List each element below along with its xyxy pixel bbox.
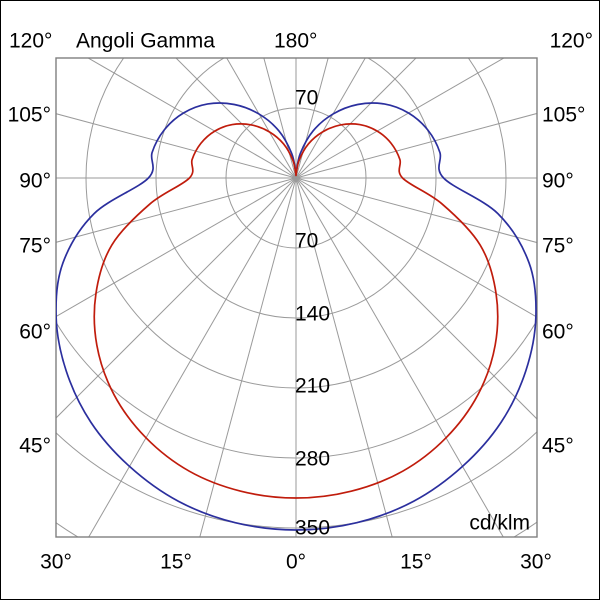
axis-label-right-45: 45° — [542, 434, 574, 458]
radial-label-140: 140 — [295, 302, 331, 326]
axis-label-left-75: 75° — [19, 234, 51, 258]
axis-label-left-60: 60° — [19, 320, 51, 344]
axis-label-bottom-15-right: 15° — [400, 550, 432, 574]
axis-label-right-105: 105° — [542, 103, 586, 127]
axis-label-right-60: 60° — [542, 320, 574, 344]
axis-label-bottom-30-right: 30° — [520, 550, 552, 574]
axis-label-bottom-30-left: 30° — [40, 550, 72, 574]
radial-label-350: 350 — [295, 516, 331, 540]
distribution-curves — [56, 102, 537, 531]
axis-label-right-90: 90° — [542, 169, 574, 193]
axis-label-left-105: 105° — [7, 103, 51, 127]
axis-label-right-75: 75° — [542, 234, 574, 258]
radial-label-210: 210 — [295, 374, 331, 398]
axis-label-bottom-0: 0° — [285, 550, 307, 574]
radial-label-280: 280 — [295, 447, 331, 471]
axis-label-top-left-120: 120° — [9, 29, 53, 53]
radial-label-top-70: 70 — [295, 86, 319, 110]
axis-label-bottom-15-left: 15° — [160, 550, 192, 574]
axis-label-left-90: 90° — [19, 169, 51, 193]
radial-label-70: 70 — [295, 229, 319, 253]
unit-label: cd/klm — [469, 511, 530, 535]
axis-label-top-center-180: 180° — [274, 29, 318, 53]
axis-label-top-right-120: 120° — [549, 29, 593, 53]
chart-title: Angoli Gamma — [76, 29, 215, 53]
axis-label-left-45: 45° — [19, 434, 51, 458]
